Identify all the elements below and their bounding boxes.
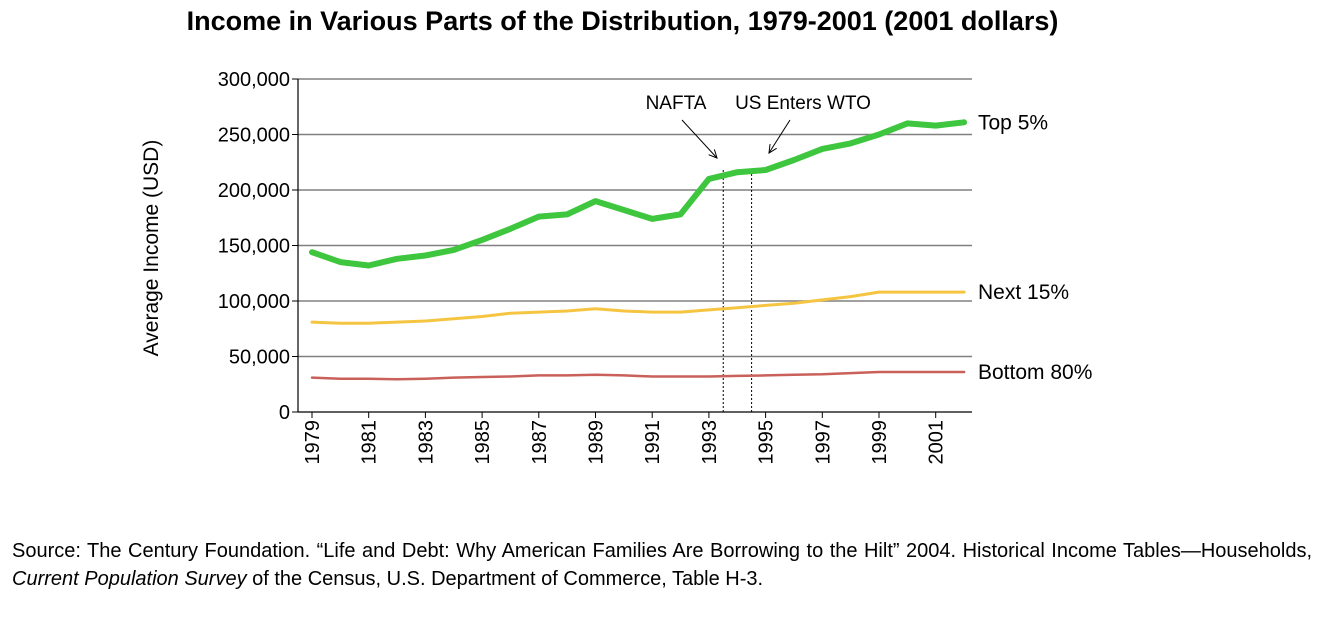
x-tick-label: 1987 [529, 420, 551, 465]
series-label-top-5: Top 5% [978, 111, 1048, 134]
source-text: Source: The Century Foundation. “Life an… [12, 540, 1312, 562]
x-tick-label: 1981 [359, 420, 381, 465]
source-text-end: of the Census, U.S. Department of Commer… [246, 568, 764, 590]
series-line-next-15 [310, 290, 966, 325]
x-tick-label: 1979 [302, 420, 324, 465]
line-chart: 0 50,000 100,000 150,000 200,000 250,000 300,0… [140, 69, 1092, 465]
series-line-top-5 [309, 119, 968, 269]
x-tick-label: 1989 [586, 420, 608, 465]
x-tick-label: 1983 [415, 420, 437, 465]
source-survey-name: Current Population Survey [12, 568, 247, 590]
y-axis-label: Average Income (USD) [140, 140, 163, 357]
y-tick-label: 250,000 [218, 125, 290, 147]
annotation-arrow-wto [768, 119, 791, 154]
annotation-arrowhead-nafta [708, 149, 718, 159]
annotation-arrowhead-wto [768, 144, 777, 154]
y-tick-label: 0 [279, 402, 290, 424]
annotation-label-nafta: NAFTA [646, 93, 707, 114]
source-note: Source: The Century Foundation. “Life an… [12, 537, 1312, 593]
x-tick-label: 1985 [472, 420, 494, 465]
series-label-next-15: Next 15% [978, 281, 1069, 304]
x-tick-label: 1997 [812, 420, 834, 465]
chart-title: Income in Various Parts of the Distribut… [186, 6, 1059, 36]
series-label-bottom-80: Bottom 80% [978, 361, 1092, 384]
series-line-bottom-80 [310, 370, 966, 381]
annotation-arrow-nafta [681, 119, 718, 159]
y-tick-label: 50,000 [229, 347, 290, 369]
x-tick-label: 2001 [926, 420, 948, 465]
x-tick-label: 1991 [642, 420, 664, 465]
y-tick-label: 100,000 [218, 291, 290, 313]
y-tick-label: 300,000 [218, 69, 290, 91]
x-tick-label: 1993 [699, 420, 721, 465]
x-tick-label: 1999 [869, 420, 891, 465]
annotation-label-wto: US Enters WTO [735, 93, 871, 114]
x-tick-label: 1995 [756, 420, 778, 465]
y-tick-label: 150,000 [218, 236, 290, 258]
y-tick-label: 200,000 [218, 180, 290, 202]
